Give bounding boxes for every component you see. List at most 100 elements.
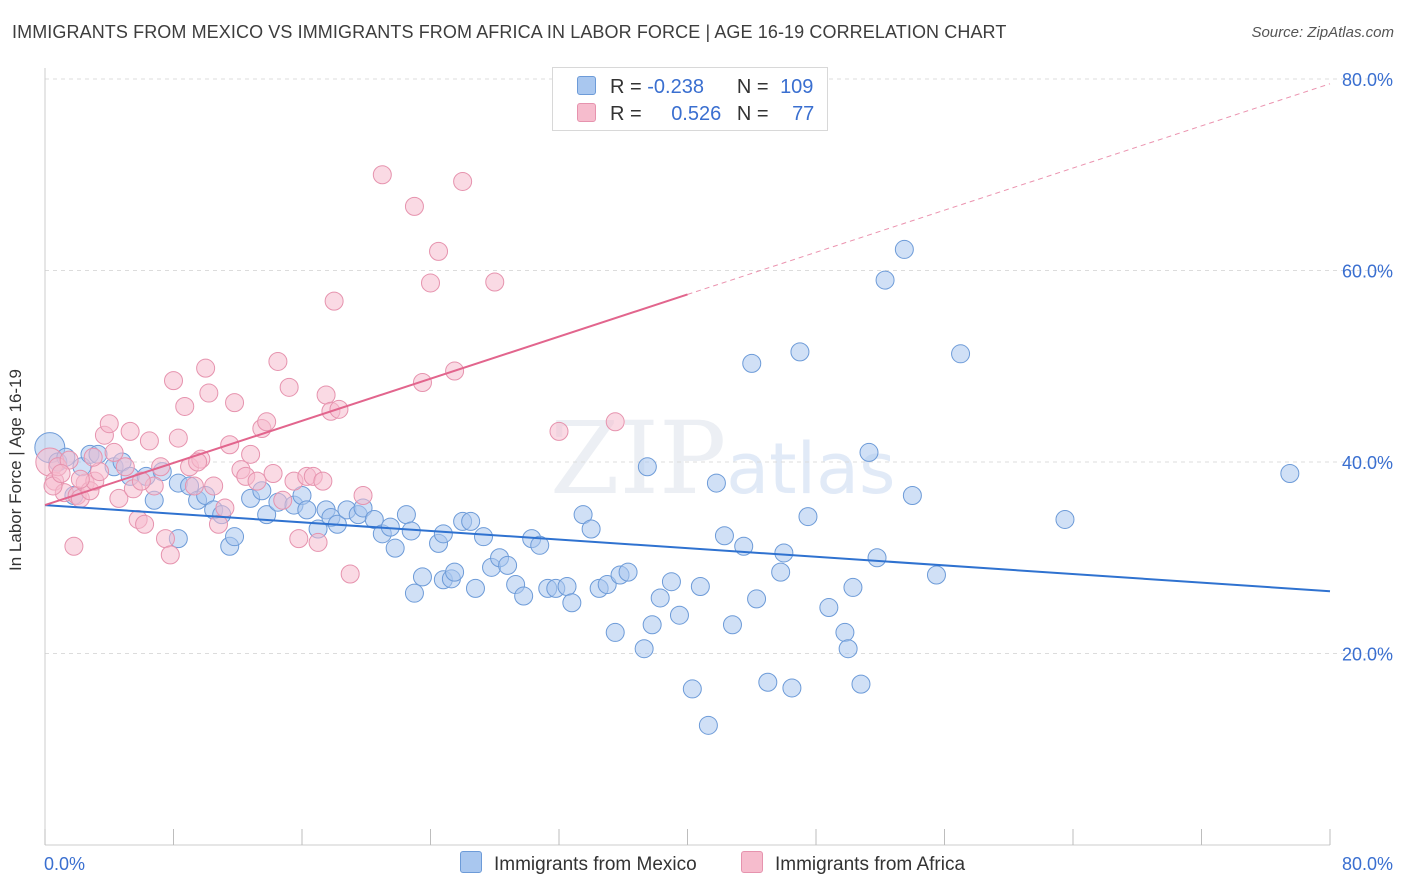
africa-point: [51, 463, 71, 483]
mexico-point: [498, 555, 518, 575]
x-tick-label: 0.0%: [44, 854, 85, 874]
africa-point: [196, 358, 216, 378]
y-tick-label: 20.0%: [1342, 645, 1393, 665]
mexico-point: [557, 576, 577, 596]
africa-point: [109, 488, 129, 508]
bottom-mexico-swatch: [460, 851, 482, 873]
mexico-point: [661, 572, 681, 592]
y-tick-label: 80.0%: [1342, 70, 1393, 90]
africa-point: [208, 514, 228, 534]
mexico-point: [530, 535, 550, 555]
africa-point: [268, 351, 288, 371]
legend-row-mexico: R = -0.238 N = 109: [577, 76, 813, 98]
africa-trend-extension: [687, 83, 1331, 295]
bottom-legend-mexico: Immigrants from Mexico: [460, 851, 697, 876]
mexico-point: [798, 507, 818, 527]
africa-point: [273, 490, 293, 510]
mexico-point: [385, 538, 405, 558]
mexico-point: [465, 578, 485, 598]
mexico-point: [474, 527, 494, 547]
africa-point: [120, 421, 140, 441]
mexico-point: [1280, 463, 1300, 483]
mexico-r-label: R =: [610, 76, 642, 98]
y-tick-label: 60.0%: [1342, 262, 1393, 282]
y-tick-label: 40.0%: [1342, 453, 1393, 473]
mexico-point: [412, 567, 432, 587]
bottom-legend-africa: Immigrants from Africa: [741, 851, 965, 876]
bottom-africa-swatch: [741, 851, 763, 873]
africa-point: [549, 421, 569, 441]
africa-point: [353, 486, 373, 506]
africa-point: [605, 412, 625, 432]
mexico-trend-line: [44, 504, 1331, 593]
mexico-point: [562, 593, 582, 613]
africa-point: [160, 545, 180, 565]
africa-point: [247, 471, 267, 491]
africa-trend-line: [44, 293, 688, 507]
africa-point: [279, 377, 299, 397]
africa-point: [104, 442, 124, 462]
mexico-point: [790, 342, 810, 362]
mexico-point: [902, 486, 922, 506]
africa-point: [184, 476, 204, 496]
africa-point: [257, 412, 277, 432]
mexico-point: [364, 509, 384, 529]
africa-point: [241, 444, 261, 464]
mexico-point: [642, 615, 662, 635]
mexico-point: [706, 473, 726, 493]
mexico-point: [461, 511, 481, 531]
mexico-point: [851, 674, 871, 694]
mexico-swatch: [577, 76, 596, 95]
mexico-point: [573, 505, 593, 525]
mexico-point: [225, 527, 245, 547]
africa-r-label: R =: [610, 103, 642, 125]
africa-point: [155, 529, 175, 549]
africa-point: [64, 536, 84, 556]
source-label: Source: ZipAtlas.com: [1251, 24, 1394, 41]
y-axis-title: In Labor Force | Age 16-19: [6, 369, 25, 571]
mexico-point: [782, 678, 802, 698]
watermark-zip: ZIP: [550, 400, 727, 517]
mexico-point: [396, 505, 416, 525]
africa-point: [204, 476, 224, 496]
africa-point: [164, 371, 183, 391]
mexico-point: [605, 622, 625, 642]
mexico-point: [859, 442, 879, 462]
africa-point: [316, 385, 336, 405]
mexico-point: [514, 586, 534, 606]
africa-point: [139, 431, 159, 451]
africa-point: [421, 273, 440, 293]
africa-point: [308, 532, 328, 552]
africa-swatch: [577, 103, 596, 122]
mexico-point: [433, 524, 453, 544]
africa-point: [83, 447, 103, 467]
mexico-point: [634, 639, 654, 659]
mexico-point: [698, 715, 718, 735]
bottom-mexico-label: Immigrants from Mexico: [494, 854, 697, 875]
mexico-point: [819, 598, 839, 618]
mexico-n-label: N =: [736, 76, 769, 98]
mexico-point: [747, 589, 767, 609]
mexico-point: [894, 239, 914, 259]
mexico-point: [926, 565, 946, 585]
mexico-point: [758, 672, 778, 692]
mexico-point: [690, 576, 710, 596]
africa-n-value: 77: [792, 103, 815, 125]
africa-point: [199, 383, 219, 403]
mexico-point: [404, 583, 424, 603]
africa-point: [215, 498, 235, 518]
africa-point: [313, 471, 333, 491]
watermark-atlas: atlas: [726, 428, 896, 510]
africa-r-value: 0.526: [671, 103, 722, 125]
africa-point: [340, 564, 360, 584]
mexico-point: [1055, 509, 1075, 529]
africa-point: [99, 414, 119, 434]
africa-point: [404, 196, 424, 216]
africa-point: [289, 529, 309, 549]
mexico-point: [875, 270, 895, 290]
africa-point: [135, 514, 155, 534]
mexico-point: [774, 543, 794, 563]
africa-point: [485, 272, 505, 292]
africa-point: [324, 291, 344, 311]
